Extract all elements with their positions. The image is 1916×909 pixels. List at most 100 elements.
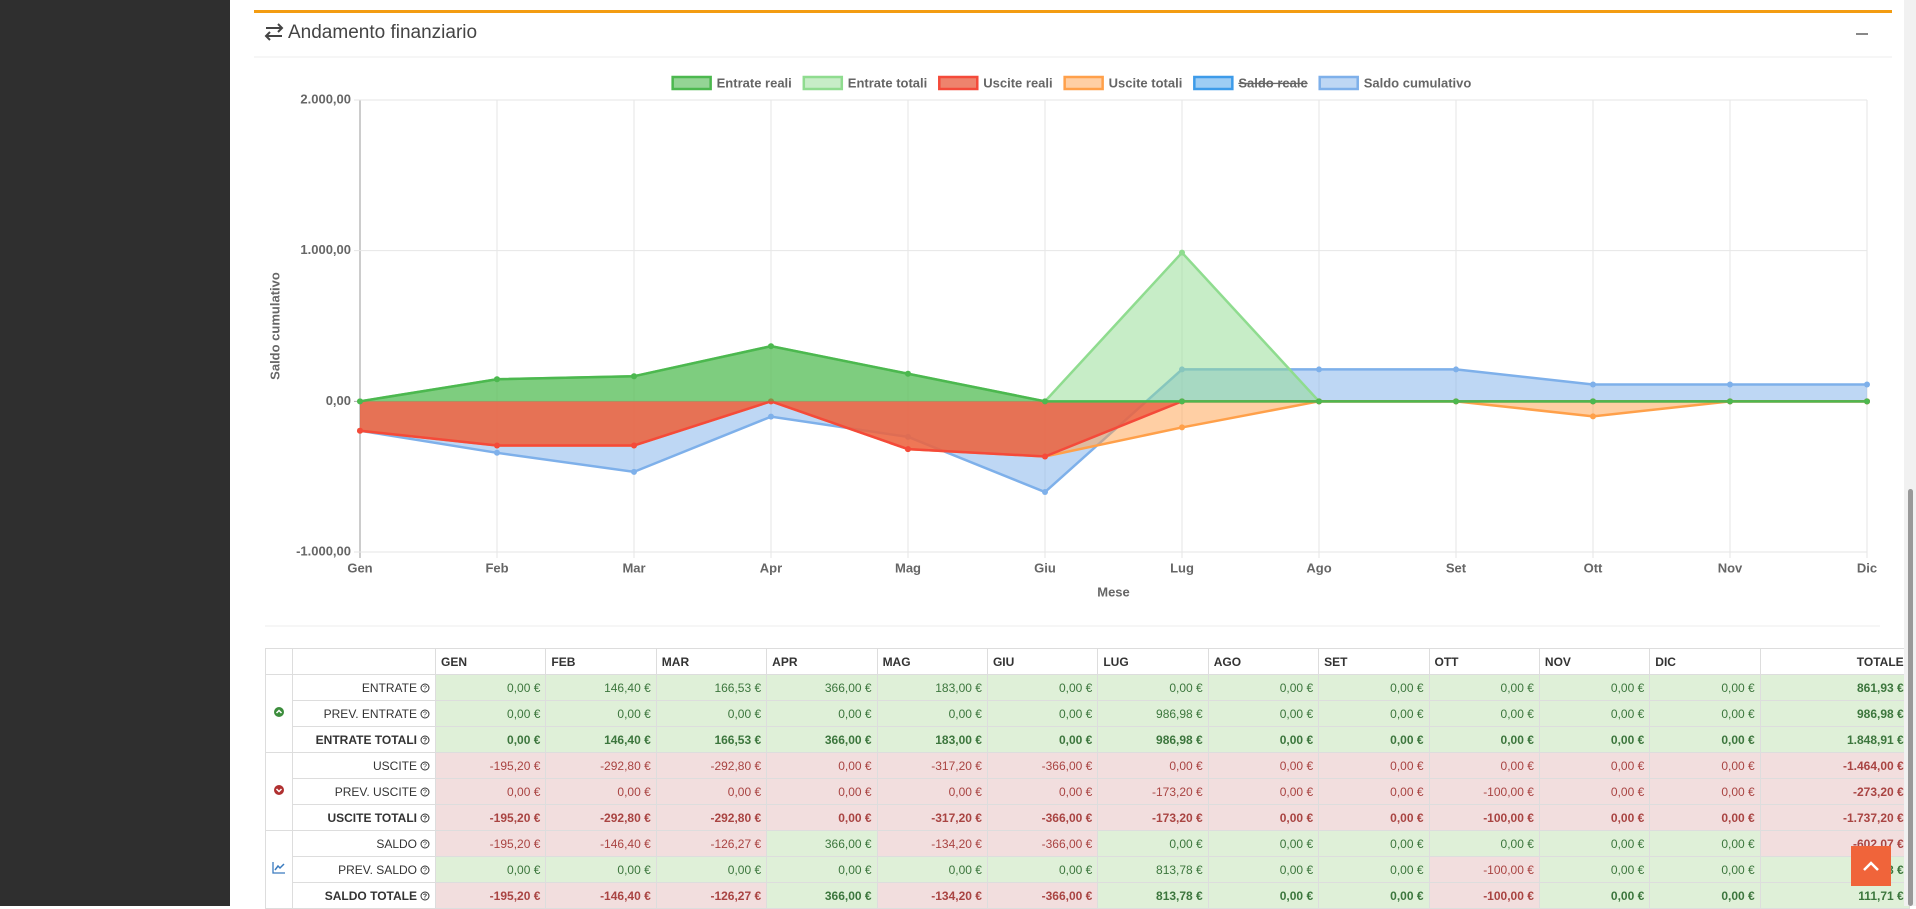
- header-cell: NOV: [1538, 648, 1651, 675]
- value-cell: 813,78 €: [1097, 856, 1209, 883]
- value-cell: 0,00 €: [1538, 674, 1651, 701]
- header-cell: OTT: [1428, 648, 1540, 675]
- help-icon[interactable]: ?: [420, 839, 430, 849]
- table-row: ENTRATE? 0,00 €146,40 €166,53 €366,00 €18…: [265, 674, 1910, 753]
- header-row: GEN FEB MAR APR MAG GIU LUG AGO SET OTT NOV DIC TOTA…: [265, 648, 1910, 675]
- value-cell: 0,00 €: [1207, 804, 1320, 831]
- help-icon[interactable]: ?: [420, 709, 430, 719]
- value-cell: -292,80 €: [545, 804, 657, 831]
- legend-swatch: [1193, 75, 1234, 91]
- point: [631, 373, 637, 380]
- x-tick-label: Lug: [1170, 560, 1194, 575]
- point: [1590, 398, 1596, 405]
- value-cell: 366,00 €: [766, 726, 878, 753]
- svg-text:?: ?: [423, 685, 427, 692]
- svg-text:?: ?: [423, 737, 427, 744]
- header-cell: TOTALE: [1759, 648, 1910, 675]
- value-cell: 0,00 €: [1097, 752, 1209, 779]
- legend-label: Entrate totali: [848, 75, 927, 90]
- x-tick-label: Mag: [895, 560, 921, 575]
- value-cell: 813,78 €: [1097, 882, 1209, 909]
- value-cell: -366,00 €: [986, 882, 1099, 909]
- value-cell: 366,00 €: [766, 882, 878, 909]
- value-cell: 366,00 €: [766, 674, 878, 701]
- value-cell: -292,80 €: [545, 752, 657, 779]
- value-cell: 0,00 €: [655, 700, 768, 727]
- help-icon[interactable]: ?: [420, 735, 430, 745]
- legend-label: Uscite reali: [983, 75, 1052, 90]
- value-cell: -317,20 €: [876, 804, 988, 831]
- value-cell: 166,53 €: [655, 674, 768, 701]
- point: [1590, 381, 1596, 388]
- svg-text:?: ?: [423, 789, 427, 796]
- section-icon: [272, 862, 285, 874]
- value-cell: 0,00 €: [655, 856, 768, 883]
- svg-text:?: ?: [423, 893, 427, 900]
- sidebar: [0, 0, 230, 906]
- x-tick-label: Apr: [760, 560, 782, 575]
- value-cell: 0,00 €: [1097, 830, 1209, 857]
- point: [1590, 413, 1596, 420]
- x-axis-label: Mese: [1097, 584, 1130, 599]
- scrollbar-thumb[interactable]: [1908, 489, 1913, 906]
- value-cell: -366,00 €: [986, 830, 1099, 857]
- value-cell: 0,00 €: [876, 700, 988, 727]
- value-cell: 0,00 €: [545, 856, 657, 883]
- header-cell: DIC: [1649, 648, 1761, 675]
- value-cell: 0,00 €: [434, 778, 547, 805]
- value-cell: 0,00 €: [1207, 856, 1320, 883]
- value-cell: 0,00 €: [1649, 856, 1761, 883]
- value-cell: 0,00 €: [1649, 726, 1761, 753]
- point: [1727, 398, 1733, 405]
- value-cell: 0,00 €: [1097, 674, 1209, 701]
- value-cell: 0,00 €: [1538, 804, 1651, 831]
- point: [1727, 381, 1733, 388]
- value-cell: -100,00 €: [1428, 778, 1540, 805]
- value-cell: -1.464,00 €: [1759, 752, 1910, 779]
- line: [359, 344, 1867, 403]
- table-row: ENTRATE TOTALI? 0,00 €146,40 €166,53 €366…: [266, 726, 1910, 753]
- section-icon: [265, 674, 293, 753]
- value-cell: 0,00 €: [1538, 726, 1651, 753]
- legend-item[interactable]: Uscite reali: [938, 75, 1053, 90]
- section-icon: [265, 830, 293, 909]
- scroll-top-button[interactable]: [1851, 846, 1891, 886]
- legend-item[interactable]: Saldo reale: [1193, 75, 1308, 91]
- header-cell: GEN: [434, 648, 547, 675]
- legend-item[interactable]: Entrate reali: [671, 75, 792, 90]
- help-icon[interactable]: ?: [420, 683, 430, 693]
- legend-item[interactable]: Saldo cumulativo: [1318, 75, 1472, 90]
- value-cell: -366,00 €: [986, 804, 1099, 831]
- help-icon[interactable]: ?: [420, 787, 430, 797]
- x-tick-label: Ott: [1584, 560, 1603, 575]
- header-cell: APR: [766, 648, 878, 675]
- value-cell: 0,00 €: [1428, 830, 1540, 857]
- point: [494, 442, 500, 449]
- row-label-text: ENTRATE TOTALI: [315, 732, 417, 747]
- value-cell: 0,00 €: [986, 700, 1099, 727]
- value-cell: 0,00 €: [545, 700, 657, 727]
- value-cell: -292,80 €: [655, 752, 768, 779]
- x-tick-label: Nov: [1718, 560, 1743, 575]
- value-cell: 0,00 €: [1538, 700, 1651, 727]
- panel-border: [254, 10, 1892, 13]
- value-cell: 183,00 €: [876, 726, 988, 753]
- legend-item[interactable]: Uscite totali: [1063, 75, 1183, 90]
- help-icon[interactable]: ?: [420, 813, 430, 823]
- header-cell: LUG: [1097, 648, 1209, 675]
- legend-item[interactable]: Entrate totali: [802, 75, 927, 90]
- value-cell: -366,00 €: [986, 752, 1099, 779]
- row-label: PREV. ENTRATE?: [292, 700, 436, 727]
- row-label: SALDO?: [292, 830, 436, 857]
- section-icon: [265, 752, 293, 831]
- value-cell: 0,00 €: [434, 674, 547, 701]
- value-cell: 0,00 €: [1538, 778, 1651, 805]
- help-icon[interactable]: ?: [420, 891, 430, 901]
- table-row: PREV. ENTRATE? 0,00 €0,00 €0,00 €0,00 €0,…: [266, 700, 1910, 727]
- value-cell: -195,20 €: [434, 804, 547, 831]
- help-icon[interactable]: ?: [420, 761, 430, 771]
- section-icon: [274, 785, 284, 795]
- help-icon[interactable]: ?: [420, 865, 430, 875]
- value-cell: 0,00 €: [1649, 778, 1761, 805]
- point: [357, 398, 363, 405]
